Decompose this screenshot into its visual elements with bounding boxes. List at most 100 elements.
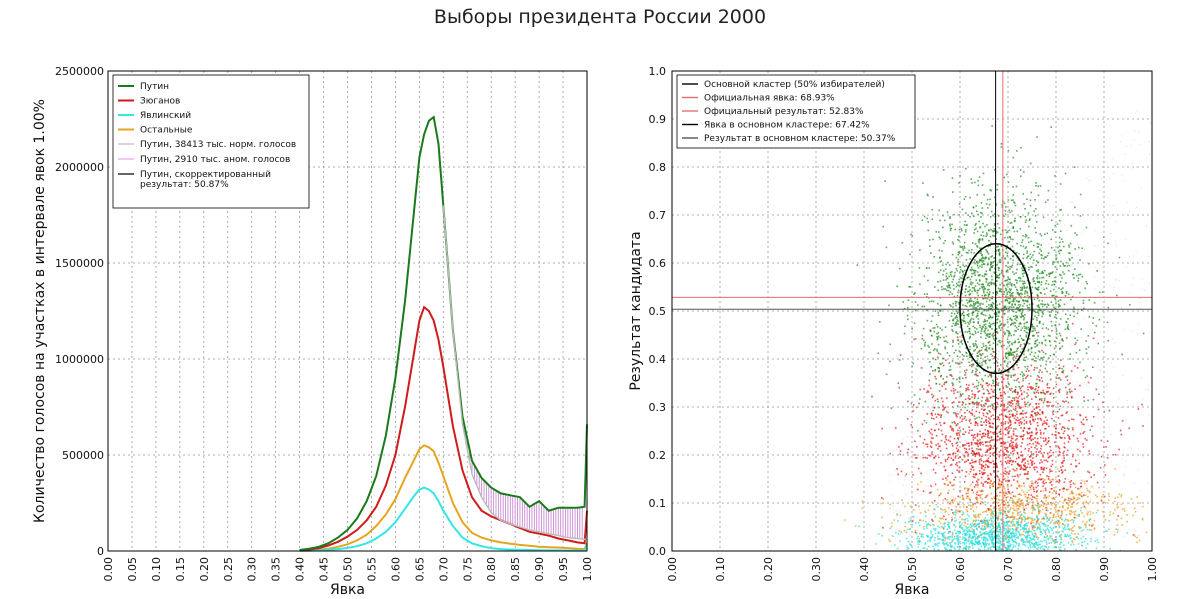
scatter-point (983, 405, 986, 407)
scatter-point (1051, 294, 1054, 297)
scatter-point (1094, 324, 1096, 326)
scatter-point (987, 466, 990, 468)
scatter-point (1075, 465, 1078, 467)
scatter-point (1025, 287, 1028, 289)
scatter-point (1054, 539, 1057, 541)
scatter-point (1043, 466, 1045, 469)
scatter-point (949, 374, 951, 376)
scatter-point (998, 451, 1001, 453)
scatter-point (984, 481, 986, 483)
scatter-point (1015, 505, 1018, 507)
scatter-point (974, 502, 976, 505)
scatter-point (1074, 388, 1076, 390)
scatter-point (1035, 451, 1038, 453)
scatter-point (1027, 432, 1030, 435)
scatter-point (904, 479, 906, 481)
scatter-point (996, 264, 998, 266)
scatter-point (933, 326, 936, 329)
scatter-point (1067, 441, 1070, 443)
scatter-point (1065, 523, 1067, 525)
scatter-point (992, 414, 994, 416)
scatter-point (1012, 226, 1015, 228)
scatter-point (946, 341, 949, 344)
scatter-point (967, 442, 970, 445)
scatter-point (999, 288, 1001, 290)
scatter-point (1074, 483, 1076, 485)
scatter-point (1037, 417, 1039, 420)
scatter-point (935, 423, 938, 426)
scatter-point (1023, 391, 1026, 393)
scatter-point (885, 246, 888, 249)
scatter-point (955, 285, 958, 288)
scatter-point (1023, 280, 1025, 283)
scatter-point (963, 447, 966, 450)
scatter-point (968, 330, 971, 333)
scatter-point (955, 505, 958, 508)
scatter-point (976, 300, 978, 303)
scatter-point (961, 458, 964, 461)
scatter-point (1034, 504, 1037, 506)
scatter-point (980, 383, 982, 386)
scatter-point (1026, 497, 1029, 499)
scatter-point (995, 371, 998, 374)
scatter-point (1027, 388, 1029, 391)
scatter-point (1060, 208, 1062, 211)
scatter-point (991, 426, 994, 429)
scatter-point (1046, 442, 1049, 444)
scatter-point (992, 302, 995, 305)
scatter-point (945, 381, 947, 383)
scatter-point (918, 402, 920, 405)
scatter-point (1048, 491, 1051, 493)
scatter-point (1028, 338, 1031, 340)
scatter-point (1012, 297, 1015, 300)
scatter-point (992, 332, 995, 335)
scatter-point (1037, 521, 1039, 524)
scatter-point (1010, 238, 1012, 240)
scatter-point (1002, 408, 1005, 411)
scatter-point (996, 486, 999, 489)
scatter-point (1059, 219, 1061, 222)
scatter-point (1016, 438, 1018, 440)
scatter-point (1053, 425, 1055, 428)
scatter-point (976, 345, 978, 348)
scatter-point (908, 474, 910, 476)
scatter-point (1019, 464, 1022, 467)
scatter-point (932, 409, 934, 412)
scatter-point (1092, 398, 1095, 401)
scatter-point (1051, 324, 1053, 327)
scatter-point (1024, 496, 1027, 498)
scatter-point (1019, 322, 1022, 325)
scatter-point (996, 280, 998, 282)
scatter-point (983, 193, 985, 196)
scatter-point (969, 292, 972, 295)
scatter-point (953, 351, 956, 354)
scatter-point (982, 303, 984, 305)
scatter-point (992, 261, 995, 263)
scatter-point (972, 269, 975, 272)
scatter-point (991, 344, 993, 346)
scatter-point (1002, 335, 1005, 337)
scatter-point (947, 484, 949, 486)
scatter-point (1003, 291, 1006, 293)
scatter-point (988, 447, 991, 450)
scatter-point (1026, 517, 1029, 520)
scatter-point (925, 309, 928, 312)
scatter-point (975, 368, 977, 370)
scatter-point (1014, 428, 1017, 430)
scatter-point (997, 416, 1000, 419)
scatter-point (1042, 480, 1045, 483)
scatter-point (944, 436, 947, 439)
scatter-point (939, 445, 941, 447)
scatter-point (989, 505, 992, 507)
scatter-point (1040, 452, 1043, 455)
scatter-point (1070, 506, 1072, 508)
scatter-point (1041, 411, 1043, 413)
scatter-point (929, 245, 931, 247)
scatter-point (1026, 321, 1029, 323)
scatter-point (1000, 403, 1003, 406)
scatter-point (968, 497, 970, 500)
scatter-point (978, 279, 981, 281)
scatter-point (1019, 169, 1022, 171)
scatter-point (951, 325, 953, 328)
scatter-point (1020, 427, 1022, 429)
